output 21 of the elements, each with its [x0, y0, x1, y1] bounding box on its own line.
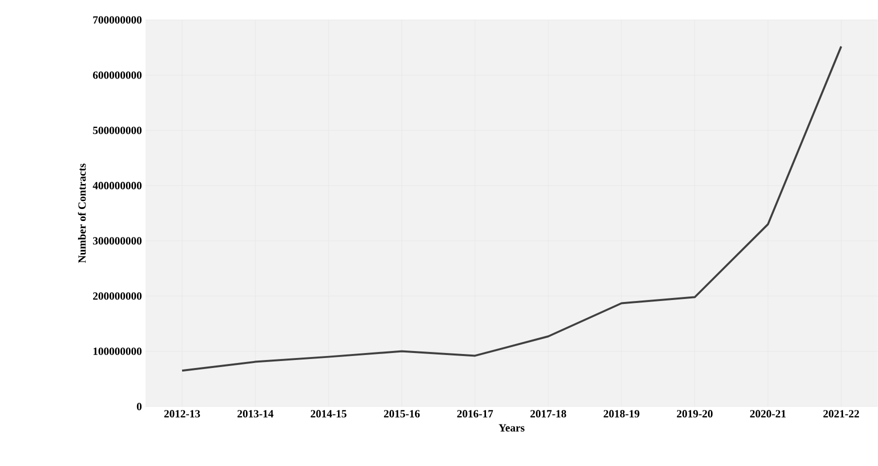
y-axis-title: Number of Contracts [78, 163, 86, 263]
y-tick-label: 100000000 [94, 347, 142, 355]
y-tick-label: 300000000 [93, 237, 142, 244]
x-tick-label: 2021-22 [823, 410, 859, 418]
y-tick-label: 500000000 [93, 126, 142, 134]
y-tick-label: 600000000 [93, 71, 142, 79]
line-series [181, 45, 842, 372]
x-axis-title: Years [498, 424, 524, 432]
x-tick-label: 2016-17 [457, 410, 494, 418]
x-tick-label: 2014-15 [310, 410, 346, 418]
x-tick-label: 2020-21 [750, 410, 786, 418]
y-tick-label: 0 [136, 402, 142, 410]
x-tick-label: 2012-13 [164, 410, 200, 418]
y-tick-label: 200000000 [93, 292, 142, 300]
y-tick-label: 400000000 [92, 182, 142, 190]
x-tick-label: 2015-16 [384, 410, 420, 418]
x-tick-label: 2019-20 [676, 410, 713, 418]
x-tick-label: 2017-18 [530, 410, 566, 418]
y-tick-label: 700000000 [93, 16, 142, 24]
x-tick-label: 2013-14 [238, 410, 274, 418]
x-tick-label: 2018-19 [604, 410, 640, 418]
